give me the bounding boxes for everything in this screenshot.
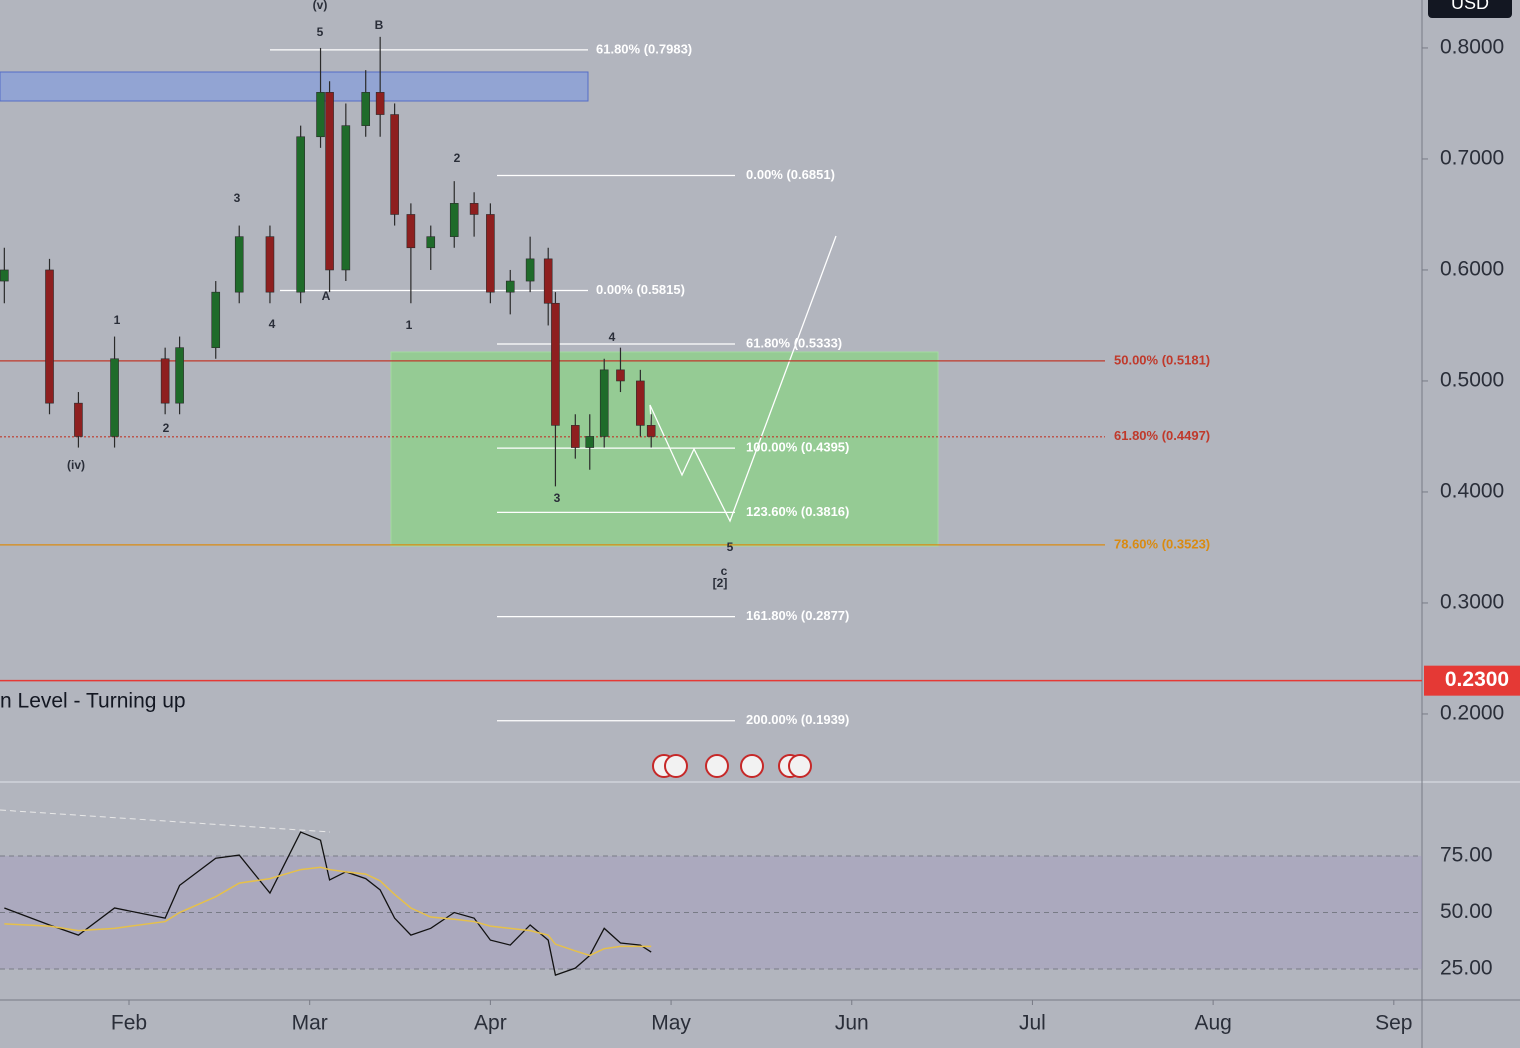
candle-body [449,203,459,237]
wave-label: (iv) [67,458,85,472]
event-icon [705,754,729,778]
event-icons [652,754,812,778]
rsi-average [4,866,652,957]
candle-body [0,269,9,282]
candle-body [361,92,371,126]
candle-body [341,125,351,271]
candle-body [646,425,656,437]
wave-label: 5 [317,25,324,39]
wave-label: 5 [727,540,734,554]
y-tick-label: 0.2000 [1440,702,1504,725]
x-tick-label: Feb [111,1012,147,1035]
rsi-line [4,831,652,976]
candle-body [543,258,553,304]
candle-body [325,92,334,271]
wave-label: 3 [234,191,241,205]
y-tick-label: 25.00 [1440,957,1493,980]
candle-body [406,214,416,249]
wave-label: 4 [609,330,616,344]
y-tick-label: 0.7000 [1440,147,1504,170]
candle-body [525,258,535,282]
projection-path [649,235,837,523]
x-tick-label: Aug [1194,1012,1231,1035]
x-tick-label: Sep [1375,1012,1412,1035]
candle-body [211,291,221,348]
fib-label: 200.00% (0.1939) [746,712,849,727]
x-tick-label: Jun [835,1012,869,1035]
candle-body [505,280,515,293]
candle-body [469,203,479,215]
fib-label: 0.00% (0.6851) [746,167,835,182]
indicator-title: n Level - Turning up [0,690,186,713]
event-icon [664,754,688,778]
candle-body [265,236,275,293]
wave-label: 3 [554,491,561,505]
fib-label: 123.60% (0.3816) [746,504,849,519]
y-tick-label: 0.5000 [1440,369,1504,392]
current-price-label: 0.2300 [1445,668,1509,691]
candle-body [616,369,625,382]
candle-body [426,236,436,249]
fib-label: 61.80% (0.4497) [1114,428,1210,443]
wave-label: 2 [163,421,170,435]
y-tick-label: 0.8000 [1440,35,1504,58]
x-tick-label: May [651,1012,691,1035]
candle-body [234,236,244,293]
divergence-line [0,809,331,833]
y-tick-label: 75.00 [1440,844,1493,867]
y-tick-label: 0.6000 [1440,258,1504,281]
currency: USD [1451,0,1489,13]
supply-zone [0,71,589,102]
y-tick-label: 0.3000 [1440,591,1504,614]
candle-body [296,136,305,293]
wave-label: 1 [114,313,121,327]
fib-label: 78.60% (0.3523) [1114,536,1210,551]
candle-body [636,380,645,426]
candle-body [599,369,609,437]
wave-label: A [322,289,331,303]
wave-label: 4 [269,317,276,331]
candle-body [551,302,560,426]
fib-label: 61.80% (0.7983) [596,41,692,56]
fib-label: 50.00% (0.5181) [1114,352,1210,367]
target-zone [390,351,939,547]
candle-body [316,92,325,138]
current-price-box [1424,665,1520,696]
candle-body [585,436,595,448]
wave-label: 2 [454,151,461,165]
x-tick-label: Jul [1019,1012,1046,1035]
candle-body [160,358,170,404]
currency-box [1428,0,1512,18]
wave-label: B [375,18,384,32]
wave-label: [2] [713,576,728,590]
candle-body [390,114,399,215]
candle-body [571,425,580,448]
x-tick-label: Apr [474,1012,507,1035]
candle-body [45,269,54,404]
wave-label: c [721,564,728,578]
wave-label: (v) [313,0,328,12]
event-icon [788,754,812,778]
wave-label: 1 [406,318,413,332]
event-icon [740,754,764,778]
candle-body [375,92,385,115]
y-tick-label: 50.00 [1440,900,1493,923]
fib-label: 61.80% (0.5333) [746,335,842,350]
candle-body [110,358,119,437]
y-tick-label: 0.4000 [1440,480,1504,503]
candle-body [74,402,83,437]
x-tick-label: Mar [292,1012,328,1035]
fib-label: 161.80% (0.2877) [746,608,849,623]
fib-label: 0.00% (0.5815) [596,282,685,297]
fib-label: 100.00% (0.4395) [746,440,849,455]
candle-body [486,214,495,293]
candle-body [175,347,184,404]
